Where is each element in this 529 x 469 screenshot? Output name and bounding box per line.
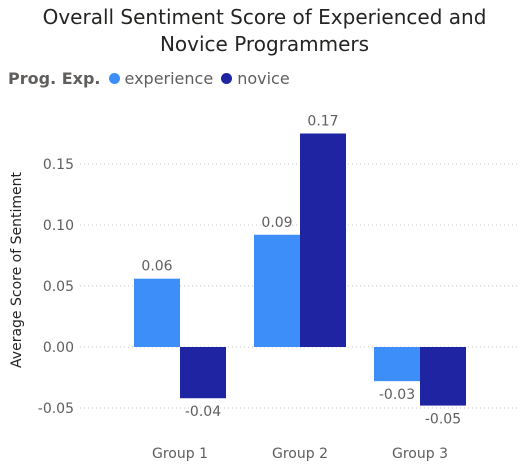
- y-tick-label: 0.00: [43, 340, 74, 356]
- x-category-label: Group 1: [152, 446, 208, 462]
- data-label-experience-3: -0.03: [379, 387, 415, 403]
- legend-item-novice[interactable]: novice: [221, 68, 290, 88]
- bar-novice-1[interactable]: [180, 347, 226, 399]
- chart-title-line-1: Overall Sentiment Score of Experienced a…: [42, 5, 487, 29]
- chart-title: Overall Sentiment Score of Experienced a…: [0, 4, 529, 58]
- bar-experience-2[interactable]: [254, 234, 300, 347]
- x-category-label: Group 2: [272, 446, 328, 462]
- legend: Prog. Exp. experience novice: [8, 66, 298, 90]
- legend-dot-novice: [221, 72, 233, 84]
- legend-dot-experience: [108, 72, 120, 84]
- legend-item-experience[interactable]: experience: [108, 68, 214, 88]
- y-tick-label: 0.05: [43, 279, 74, 295]
- y-tick-label: 0.15: [43, 157, 74, 173]
- data-label-experience-2: 0.09: [261, 215, 292, 231]
- legend-label-novice: novice: [237, 68, 290, 88]
- x-category-label: Group 3: [392, 446, 448, 462]
- data-label-experience-1: 0.06: [141, 259, 172, 275]
- y-tick-label: -0.05: [38, 401, 74, 417]
- y-tick-label: 0.10: [43, 218, 74, 234]
- legend-label-experience: experience: [124, 68, 214, 88]
- data-label-novice-3: -0.05: [425, 412, 461, 428]
- chart-title-line-2: Novice Programmers: [159, 32, 370, 56]
- bar-novice-2[interactable]: [300, 133, 346, 348]
- legend-title: Prog. Exp.: [8, 68, 101, 88]
- bar-novice-3[interactable]: [420, 347, 466, 406]
- y-axis-title: Average Score of Sentiment: [9, 172, 25, 368]
- bar-experience-3[interactable]: [374, 347, 420, 382]
- data-label-novice-1: -0.04: [185, 404, 221, 420]
- bar-experience-1[interactable]: [134, 278, 180, 347]
- data-label-novice-2: 0.17: [307, 114, 338, 130]
